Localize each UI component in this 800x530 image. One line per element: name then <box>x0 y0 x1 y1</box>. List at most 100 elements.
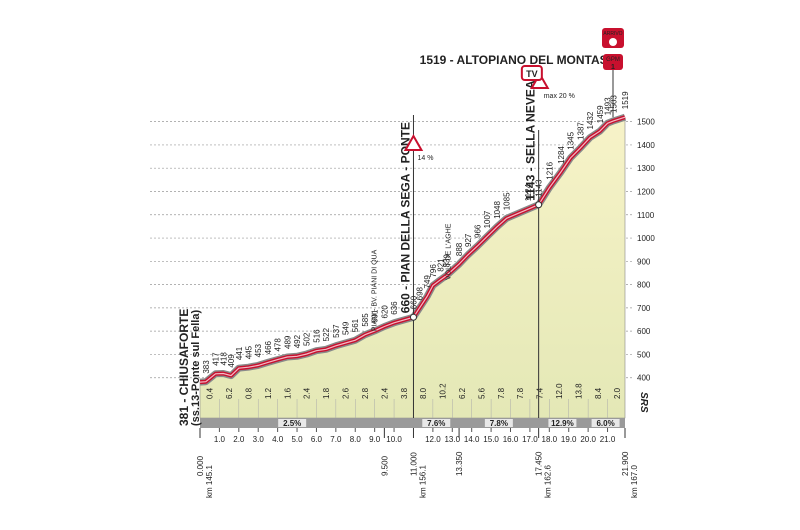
y-tick-label: 1500 <box>637 118 655 127</box>
altitude-label: 417 <box>212 352 221 366</box>
altitude-label: 445 <box>245 345 254 359</box>
race-km: km 167.0 <box>630 465 639 498</box>
tv-label: TV <box>526 69 538 79</box>
km-grade: 0.4 <box>206 387 215 399</box>
altitude-label: 1493 <box>604 97 613 115</box>
altitude-label: 383 <box>202 360 211 374</box>
altitude-label: 927 <box>464 233 473 247</box>
km-grade: 1.2 <box>264 387 273 399</box>
tv-icon <box>520 65 543 81</box>
x-tick-label: 5.0 <box>291 435 303 444</box>
km-grade: 2.4 <box>303 387 312 399</box>
place-dot <box>535 201 543 209</box>
km-grade: 0.8 <box>245 387 254 399</box>
altitude-label: 796 <box>429 264 438 278</box>
finish-circle <box>609 38 617 46</box>
distance-mark: 13.350 <box>455 451 464 476</box>
altitude-label: 549 <box>342 321 351 335</box>
km-grade: 12.0 <box>555 383 564 399</box>
segment-grade: 2.5% <box>283 419 301 428</box>
altitude-label: 585 <box>361 313 370 327</box>
altitude-label: 522 <box>322 327 331 341</box>
altitude-label: 1007 <box>483 210 492 228</box>
y-tick-label: 800 <box>637 281 651 290</box>
altitude-label: 441 <box>235 346 244 360</box>
x-tick-label: 20.0 <box>580 435 596 444</box>
grade-chip <box>591 419 620 427</box>
x-tick-label: 10.0 <box>386 435 402 444</box>
altitude-label: 418 <box>219 352 228 366</box>
locality: PIANI - BV. PIANI DI QUA <box>372 249 379 331</box>
km-grade: 7.8 <box>516 387 525 399</box>
warning-label: max 20 % <box>544 93 575 100</box>
gpm-cat: 1 <box>611 64 615 71</box>
y-tick-label: 1400 <box>637 141 655 150</box>
km-grade: 2.4 <box>380 387 389 399</box>
distance-mark: 9.500 <box>380 455 389 476</box>
km-grade: 2.6 <box>342 387 351 399</box>
altitude-label: 698 <box>415 286 424 300</box>
altitude-label: 1085 <box>503 192 512 210</box>
altitude-label: 409 <box>227 354 236 368</box>
segment-grade: 7.6% <box>427 419 445 428</box>
km-grade: 2.8 <box>361 387 370 399</box>
altitude-label: 516 <box>312 329 321 343</box>
km-grade: 1.8 <box>322 387 331 399</box>
km-grade: 6.2 <box>458 387 467 399</box>
y-tick-label: 700 <box>637 304 651 313</box>
x-tick-label: 15.0 <box>483 435 499 444</box>
distance-mark: 11.000 <box>409 452 418 476</box>
altitude-label: 466 <box>264 340 273 354</box>
place-label: 1143 - SELLA NEVEA <box>524 80 538 201</box>
altitude-label: 492 <box>293 334 302 348</box>
x-tick-label: 9.0 <box>369 435 381 444</box>
grade-chip <box>484 419 513 427</box>
altitude-label: 821 <box>437 258 446 272</box>
distance-mark: 17.450 <box>535 451 544 476</box>
km-grade: 5.6 <box>477 387 486 399</box>
x-tick-label: 18.0 <box>542 435 558 444</box>
place-dot <box>409 313 417 321</box>
altitude-label: 561 <box>351 318 360 332</box>
x-tick-label: 6.0 <box>311 435 323 444</box>
altitude-label: 1345 <box>567 131 576 149</box>
altitude-label: 601 <box>371 309 380 323</box>
altitude-label: 537 <box>332 324 341 338</box>
altitude-label: 502 <box>303 332 312 346</box>
altitude-label: 1459 <box>596 105 605 123</box>
x-tick-label: 21.0 <box>600 435 616 444</box>
distance-mark: 21.900 <box>621 451 630 476</box>
altitude-label: 888 <box>455 242 464 256</box>
x-tick-label: 7.0 <box>330 435 342 444</box>
altitude-label: 489 <box>283 335 292 349</box>
grade-chip <box>548 419 577 427</box>
altitude-label: 1387 <box>576 122 585 140</box>
altitude-label: 966 <box>474 224 483 238</box>
place-label: 660 - PIAN DELLA SEGA - PONTE <box>398 122 412 313</box>
y-tick-label: 1100 <box>637 211 655 220</box>
distance-mark: 0.000 <box>196 455 205 476</box>
locality: VOLT DE L'AGHE <box>445 223 452 280</box>
race-km: km 162.6 <box>544 465 553 498</box>
grade-chip <box>278 419 307 427</box>
x-tick-label: 12.0 <box>425 435 441 444</box>
y-tick-label: 500 <box>637 350 651 359</box>
altitude-label: 1048 <box>493 201 502 219</box>
y-tick-label: 900 <box>637 257 651 266</box>
warning-triangle <box>403 133 424 151</box>
warning-label: 14 % <box>417 155 433 162</box>
y-tick-label: 600 <box>637 327 651 336</box>
finish-label: ARRIVO <box>603 31 622 37</box>
place-sub: (ss.13-Ponte sul Fella) <box>190 310 202 426</box>
segment-grade: 12.9% <box>551 419 574 428</box>
y-tick-label: 1200 <box>637 187 655 196</box>
km-grade: 2.0 <box>613 387 622 399</box>
y-tick-label: 1000 <box>637 234 655 243</box>
altitude-label: 1432 <box>586 111 595 129</box>
x-tick-label: 8.0 <box>350 435 362 444</box>
x-tick-label: 14.0 <box>464 435 480 444</box>
km-grade: 3.8 <box>400 387 409 399</box>
x-tick-label: 13.0 <box>444 435 460 444</box>
race-km: km 145.1 <box>205 465 214 498</box>
